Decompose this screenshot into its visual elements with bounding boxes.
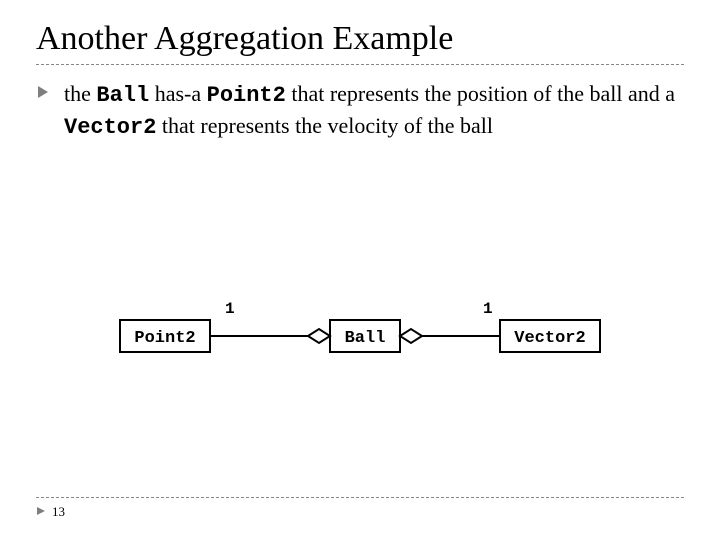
box-ball-label: Ball [345,329,386,348]
t-code2: Point2 [207,83,286,108]
page-title: Another Aggregation Example [36,20,684,58]
page-arrow-icon [36,504,46,520]
mult-left: 1 [225,300,235,318]
mult-right: 1 [483,300,493,318]
t-post: that represents the velocity of the ball [156,113,493,138]
diamond-left-icon [308,329,330,343]
t-pre1: the [64,81,96,106]
box-vector2-label: Vector2 [514,329,585,348]
t-mid1: has-a [149,81,206,106]
bullet-text: the Ball has-a Point2 that represents th… [64,79,684,142]
t-code3: Vector2 [64,115,156,140]
diamond-right-icon [400,329,422,343]
t-code1: Ball [96,83,149,108]
bullet-arrow-icon [36,85,50,104]
t-mid2: that represents the position of the ball… [286,81,675,106]
title-divider [36,64,684,65]
box-point2-label: Point2 [134,329,195,348]
uml-diagram: Point2 Ball Vector2 1 1 [0,280,720,400]
bullet-item: the Ball has-a Point2 that represents th… [36,79,684,142]
page-number: 13 [52,504,65,520]
footer: 13 [36,497,684,520]
footer-divider [36,497,684,498]
